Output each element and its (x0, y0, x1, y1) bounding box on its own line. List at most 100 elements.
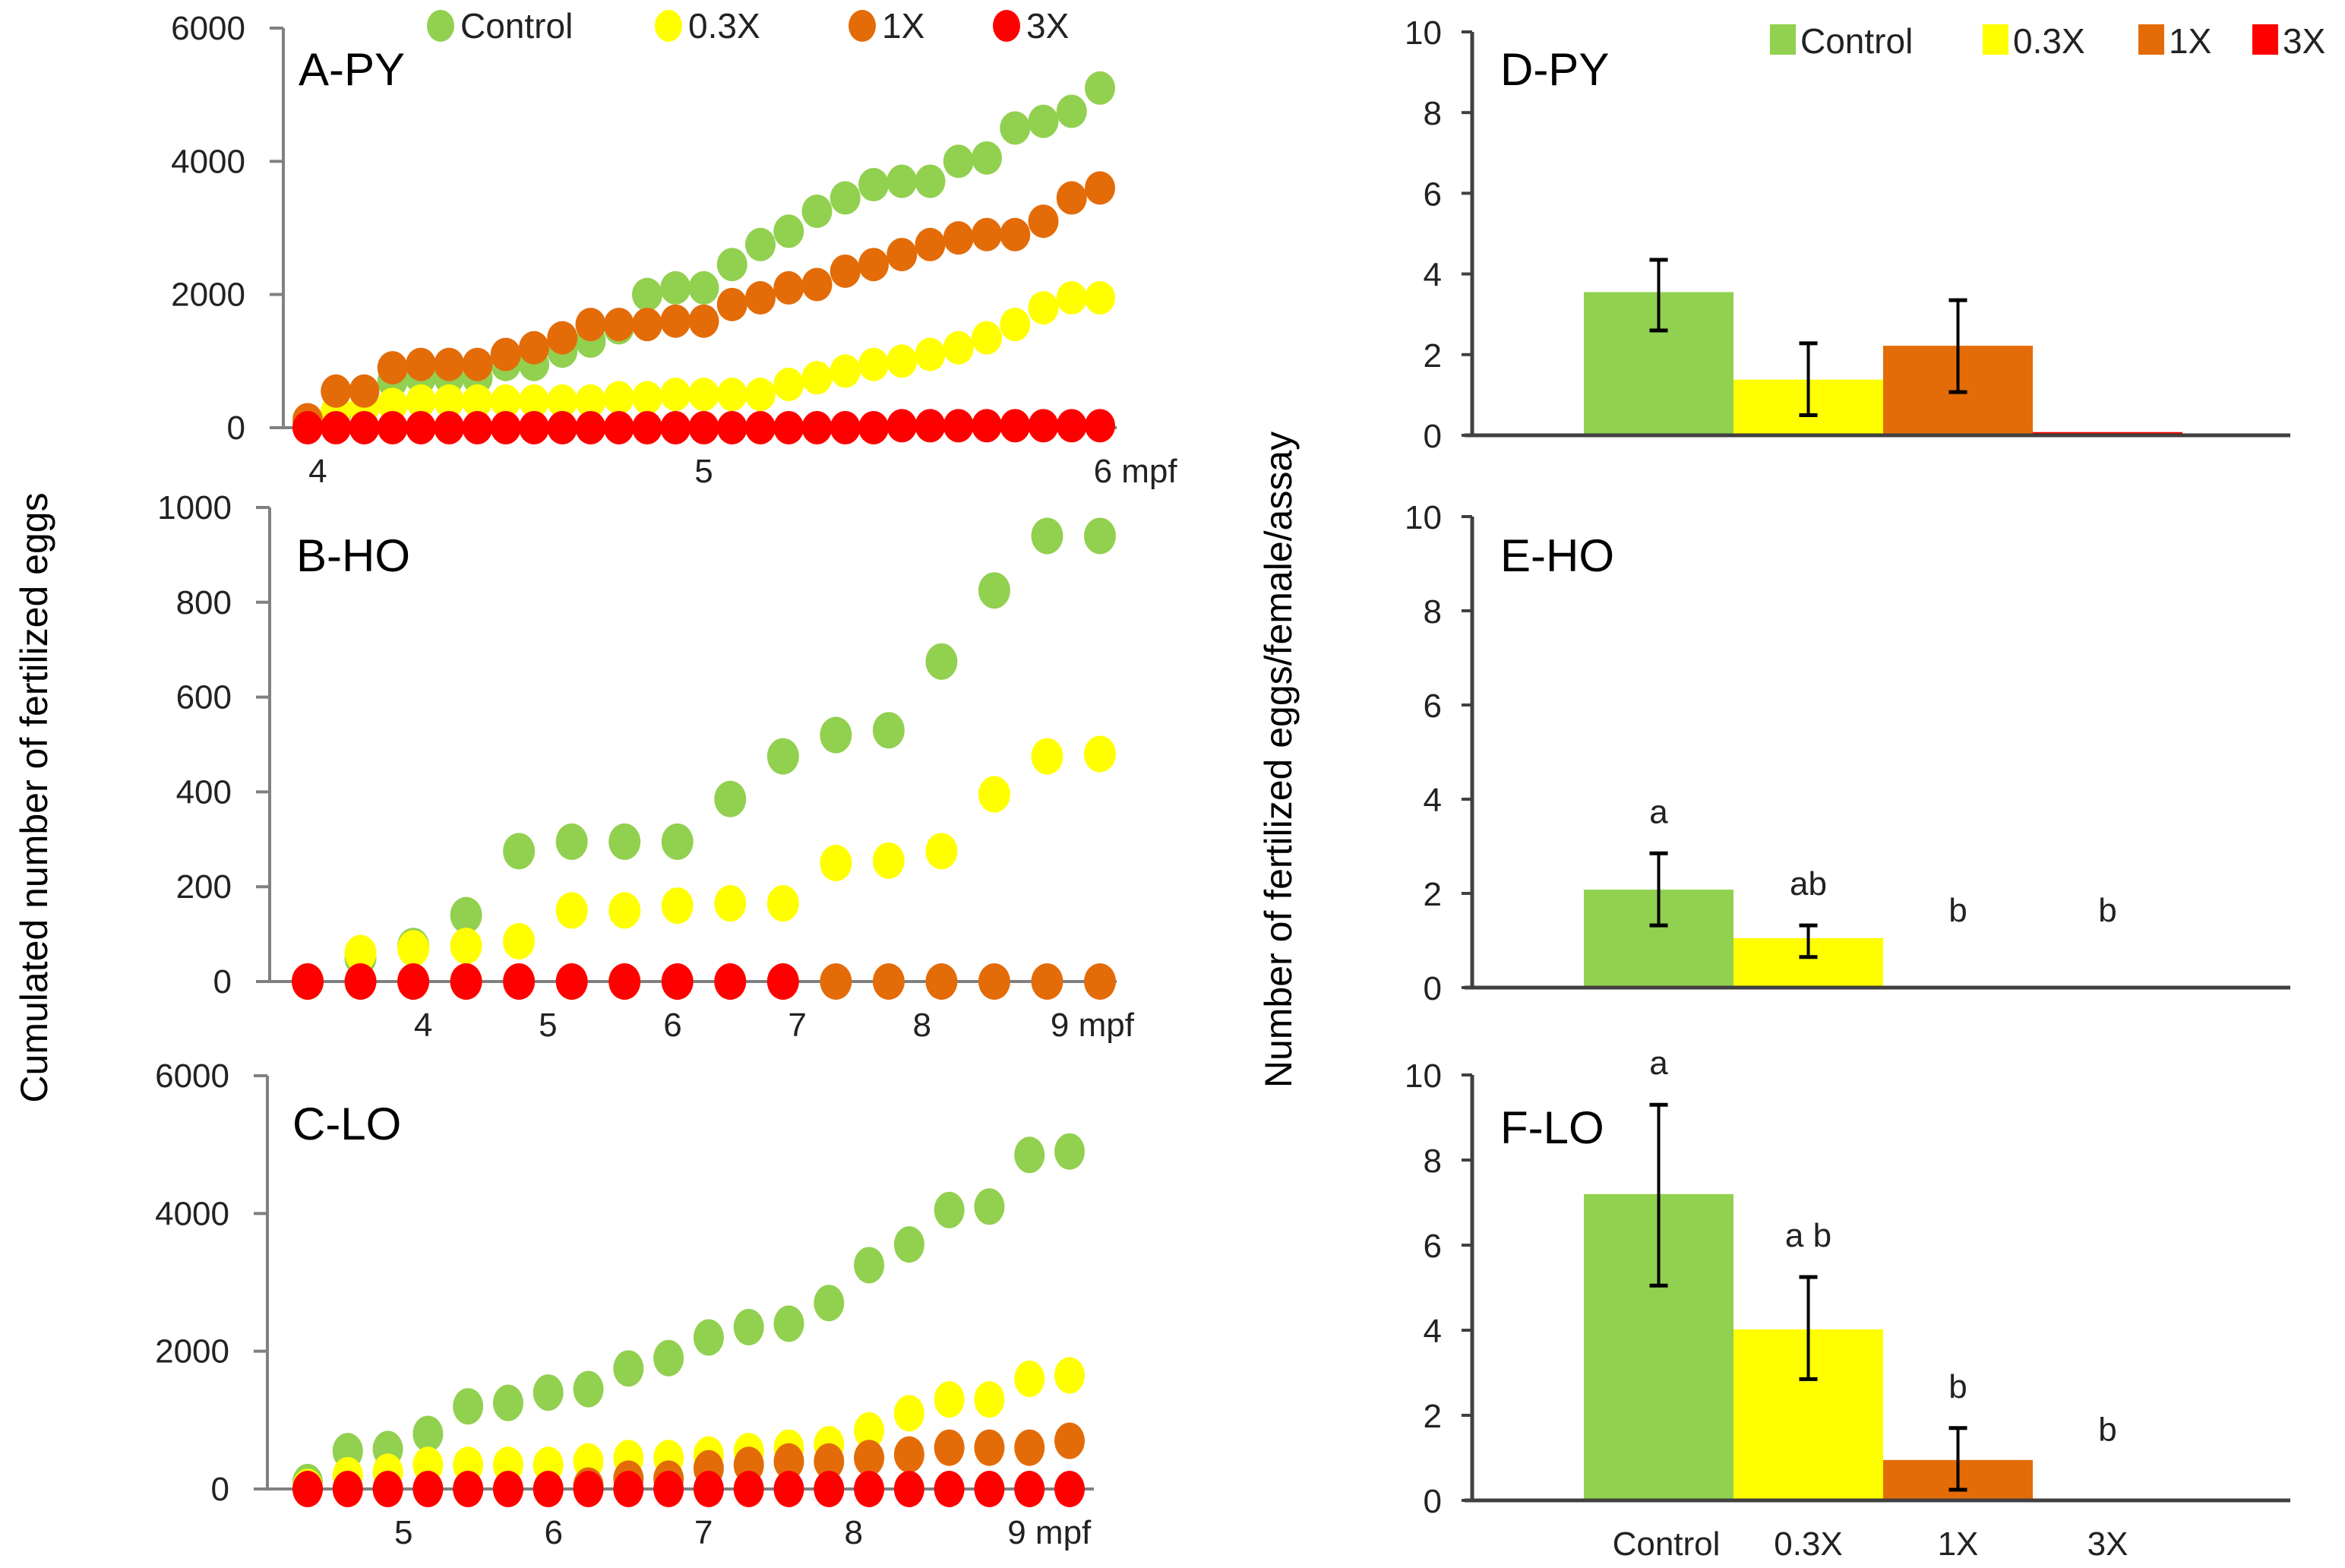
data-point (1000, 111, 1031, 145)
data-point (406, 411, 436, 444)
data-point (573, 1370, 604, 1408)
data-point (830, 411, 861, 444)
data-point (872, 842, 905, 879)
x-tick-label: 6 (663, 1007, 681, 1044)
data-point (632, 277, 662, 311)
data-point (349, 411, 380, 444)
data-point (377, 387, 408, 422)
y-tick-label: 6 (1424, 175, 1442, 213)
data-point (893, 1226, 924, 1263)
y-tick-label: 4 (1424, 257, 1442, 294)
data-point (503, 833, 536, 870)
y-tick-label: 4000 (155, 1195, 229, 1232)
error-bar (1799, 923, 1818, 959)
data-point (547, 321, 578, 355)
data-point (858, 168, 889, 202)
data-point (608, 823, 641, 860)
data-point (745, 227, 776, 261)
data-point (1084, 735, 1116, 773)
series-3x (292, 409, 1115, 444)
data-point (872, 712, 905, 749)
data-point (533, 1374, 564, 1412)
data-point (716, 287, 747, 321)
data-point (321, 411, 352, 444)
data-point (745, 411, 776, 444)
data-point (450, 896, 482, 934)
error-bar (1948, 298, 1967, 394)
data-point (1085, 281, 1115, 315)
data-point (660, 270, 691, 305)
data-point (716, 378, 747, 412)
data-point (830, 354, 861, 388)
data-point (555, 892, 588, 929)
data-point (1056, 281, 1087, 315)
x-tick-label: 8 (913, 1007, 931, 1044)
panel-title: D-PY (1500, 44, 1609, 95)
data-point (660, 378, 691, 412)
series-03x (292, 1357, 1085, 1506)
y-tick-label: 2 (1424, 337, 1442, 375)
data-point (292, 963, 324, 1000)
data-point (1084, 517, 1116, 555)
data-point (1000, 308, 1031, 342)
data-point (925, 963, 958, 1000)
data-point (886, 164, 918, 198)
legend-marker (427, 10, 454, 42)
data-point (974, 1429, 1005, 1466)
data-point (714, 963, 747, 1000)
y-tick-label: 4 (1424, 782, 1442, 819)
data-point (1056, 94, 1087, 128)
data-point (490, 384, 521, 418)
x-tick-label: 7 (694, 1514, 713, 1551)
data-point (972, 217, 1002, 251)
data-point (974, 1471, 1005, 1507)
y-tick-label: 0 (213, 963, 232, 1001)
data-point (1056, 181, 1087, 215)
data-point (492, 1384, 523, 1421)
y-tick-label: 2000 (171, 277, 245, 314)
series-3x (292, 963, 799, 1000)
data-point (462, 347, 493, 381)
significance-label: b (1948, 892, 1967, 929)
y-tick-label: 8 (1424, 95, 1442, 132)
significance-label: a b (1785, 1217, 1831, 1254)
data-point (858, 347, 889, 381)
significance-label: a (1649, 1045, 1668, 1082)
data-point (688, 304, 719, 338)
x-tick-label: 7 (788, 1007, 806, 1044)
data-point (716, 248, 747, 282)
data-point (766, 738, 799, 775)
data-point (573, 1471, 604, 1507)
data-point (773, 214, 804, 248)
data-point (1054, 1422, 1085, 1459)
data-point (773, 1305, 804, 1342)
legend-label: 1X (2169, 21, 2211, 61)
panel-a: 0 2000 4000 6000 4 5 6 mpf A-PY Control 0.3X 1X 3X (171, 6, 1177, 490)
panel-e: 0 2 4 6 8 10 E-HO a ab b b (1405, 499, 2290, 1007)
data-point (1014, 1471, 1045, 1507)
y-tick-label: 400 (176, 773, 232, 811)
significance-label: ab (1790, 865, 1827, 903)
series-1x (292, 1422, 1085, 1507)
data-point (814, 1285, 845, 1322)
data-point (653, 1339, 684, 1377)
data-point (1031, 517, 1063, 555)
data-point (915, 409, 946, 443)
significance-label: b (2098, 1412, 2116, 1449)
legend-label: Control (1800, 21, 1913, 61)
data-point (745, 378, 776, 412)
y-tick-label: 0 (1424, 1483, 1442, 1520)
x-tick-label: 4 (308, 453, 327, 490)
series-3x (292, 1471, 1085, 1507)
data-point (1085, 171, 1115, 205)
error-bar (1649, 851, 1668, 928)
data-point (397, 930, 430, 967)
data-point (820, 716, 852, 754)
data-point (693, 1471, 724, 1507)
data-point (555, 823, 588, 860)
y-tick-label: 2 (1424, 876, 1442, 913)
y-tick-label: 0 (1424, 970, 1442, 1007)
data-point (660, 411, 691, 444)
data-point (974, 1188, 1005, 1225)
